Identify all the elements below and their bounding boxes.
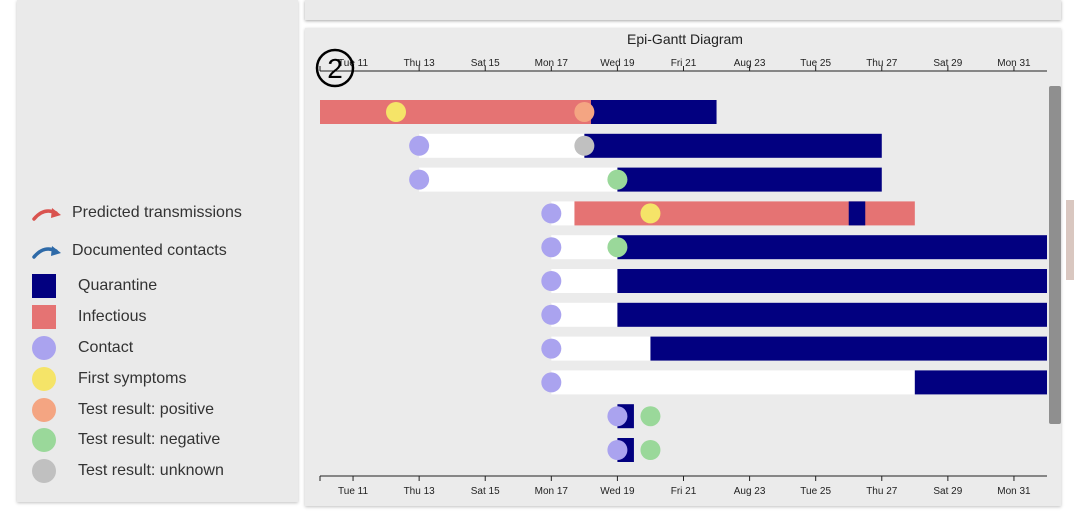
- chart-title: Epi-Gantt Diagram: [627, 31, 743, 47]
- negative-marker[interactable]: [607, 169, 628, 190]
- circle-swatch-icon: [32, 428, 56, 452]
- tick-label: Fri 21: [671, 486, 697, 497]
- circle-swatch-icon: [32, 398, 56, 422]
- positive-marker[interactable]: [574, 102, 595, 122]
- tick-label: Thu 27: [866, 486, 898, 497]
- window-edge: [1066, 200, 1074, 280]
- legend-panel: Predicted transmissions Documented contac…: [17, 0, 298, 502]
- legend-label: Documented contacts: [72, 242, 227, 259]
- square-swatch-icon: [32, 305, 56, 329]
- symptoms-marker[interactable]: [640, 203, 661, 224]
- negative-marker[interactable]: [640, 406, 661, 427]
- tick-label: Mon 31: [997, 58, 1031, 69]
- legend-item-test-result-unknown: Test result: unknown: [17, 458, 224, 484]
- contact-marker[interactable]: [541, 338, 562, 359]
- tick-label: Fri 21: [671, 58, 697, 69]
- legend-label: Test result: positive: [78, 401, 215, 418]
- legend-item-documented-contacts: Documented contacts: [17, 238, 227, 264]
- pre-bar: [551, 336, 651, 361]
- quarantine-bar: [650, 336, 1047, 361]
- pre-bar: [419, 167, 618, 192]
- quarantine-bar: [584, 133, 882, 158]
- legend-label: Predicted transmissions: [72, 204, 242, 221]
- legend-item-quarantine: Quarantine: [17, 273, 157, 299]
- vertical-scrollbar[interactable]: [1049, 86, 1061, 424]
- legend-label: Test result: negative: [78, 431, 221, 448]
- unknown-marker[interactable]: [574, 135, 595, 156]
- legend-item-test-result-positive: Test result: positive: [17, 397, 214, 423]
- legend-item-test-result-negative: Test result: negative: [17, 427, 220, 453]
- legend-item-contact: Contact: [17, 335, 133, 361]
- quarantine-bar: [617, 269, 1047, 293]
- contact-marker[interactable]: [409, 169, 430, 190]
- tick-label: Mon 17: [535, 486, 569, 497]
- contact-marker[interactable]: [607, 406, 628, 427]
- quarantine-bar: [617, 302, 1047, 327]
- circle-swatch-icon: [32, 459, 56, 483]
- tick-label: Thu 27: [866, 58, 898, 69]
- quarantine-bar: [617, 167, 882, 192]
- tick-label: Sat 29: [933, 58, 962, 69]
- legend-label: Infectious: [78, 308, 147, 325]
- pre-bar: [551, 302, 618, 327]
- legend-label: First symptoms: [78, 370, 187, 387]
- symptoms-marker[interactable]: [386, 102, 407, 122]
- circle-swatch-icon: [32, 336, 56, 360]
- tick-label: Thu 13: [404, 58, 436, 69]
- contact-marker[interactable]: [541, 203, 562, 224]
- tick-label: Tue 25: [800, 58, 831, 69]
- pre-bar: [419, 133, 585, 158]
- tick-label: Sat 15: [471, 58, 500, 69]
- legend-item-infectious: Infectious: [17, 304, 146, 330]
- epi-gantt-chart: Epi-Gantt Diagram Tue 11 Thu 13 Sat 15 Mon 1…: [315, 31, 1047, 497]
- contact-marker[interactable]: [541, 304, 562, 325]
- chart-panel: Epi-Gantt Diagram Tue 11 Thu 13 Sat 15 Mon 1…: [305, 28, 1061, 506]
- tick-label: Thu 13: [404, 486, 436, 497]
- contact-marker[interactable]: [541, 237, 562, 258]
- quarantine-bar: [590, 100, 717, 124]
- quarantine-bar: [848, 201, 866, 226]
- legend-item-first-symptoms: First symptoms: [17, 366, 186, 392]
- pre-bar: [551, 269, 618, 293]
- curved-arrow-icon: [32, 208, 61, 221]
- pre-bar: [551, 370, 915, 395]
- tick-label: Wed 19: [600, 58, 635, 69]
- contact-marker[interactable]: [409, 135, 430, 156]
- annotation-circle-icon: [315, 48, 355, 88]
- tick-label: Aug 23: [734, 58, 766, 69]
- tick-label: Mon 31: [997, 486, 1031, 497]
- tick-label: Sat 29: [933, 486, 962, 497]
- quarantine-bar: [914, 370, 1047, 395]
- contact-marker[interactable]: [541, 372, 562, 393]
- tick-label: Wed 19: [600, 486, 635, 497]
- legend-label: Quarantine: [78, 277, 158, 294]
- tick-label: Aug 23: [734, 486, 766, 497]
- tick-label: Tue 25: [800, 486, 831, 497]
- legend-label: Contact: [78, 339, 134, 356]
- contact-marker[interactable]: [541, 271, 562, 291]
- tick-label: Tue 11: [338, 486, 368, 497]
- contact-marker[interactable]: [607, 440, 628, 460]
- negative-marker[interactable]: [607, 237, 628, 258]
- square-swatch-icon: [32, 274, 56, 298]
- top-panel: [305, 0, 1061, 20]
- circle-swatch-icon: [32, 367, 56, 391]
- tick-label: Mon 17: [535, 58, 569, 69]
- negative-marker[interactable]: [640, 440, 661, 460]
- quarantine-bar: [617, 235, 1047, 260]
- tick-label: Sat 15: [471, 486, 500, 497]
- pre-bar: [551, 235, 618, 260]
- curved-arrow-icon: [32, 246, 61, 259]
- legend-label: Test result: unknown: [78, 462, 224, 479]
- annotation-number: 2: [327, 53, 343, 84]
- legend-item-predicted-transmissions: Predicted transmissions: [17, 200, 242, 226]
